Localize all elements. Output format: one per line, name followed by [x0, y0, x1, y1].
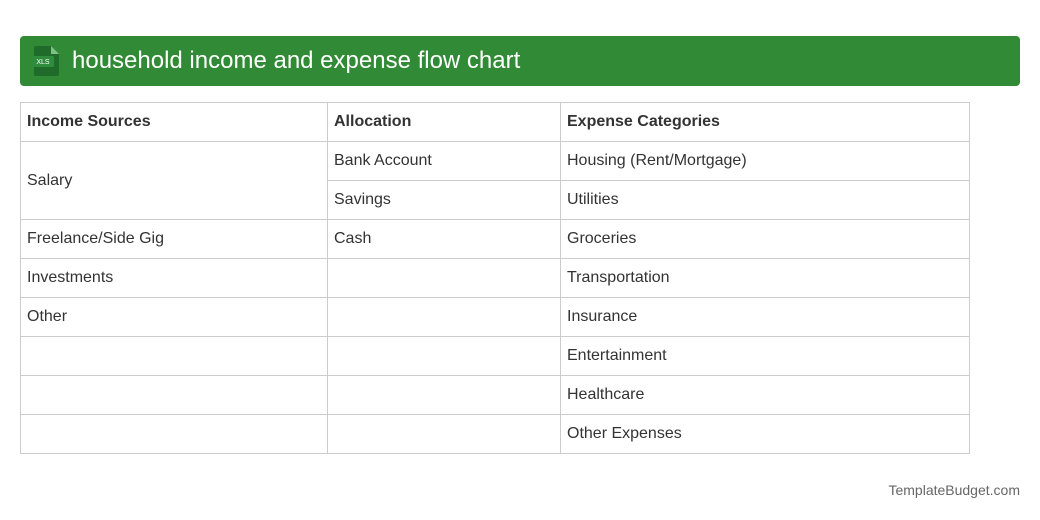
expense-cell: Insurance: [560, 297, 970, 337]
column-header: Income Sources: [20, 102, 328, 142]
flow-table: Income Sources Allocation Expense Catego…: [20, 102, 970, 454]
row: Other Insurance: [20, 297, 970, 337]
expense-cell: Other Expenses: [560, 414, 970, 454]
expense-cell: Healthcare: [560, 375, 970, 415]
empty-cell: [20, 414, 328, 454]
row: Freelance/Side Gig Cash Groceries: [20, 219, 970, 259]
allocation-cell: Bank Account: [327, 141, 561, 181]
icon-label: XLS: [36, 59, 50, 66]
column-header: Expense Categories: [560, 102, 970, 142]
row: Other Expenses: [20, 414, 970, 454]
allocation-cell: Savings: [327, 180, 561, 220]
empty-cell: [327, 336, 561, 376]
brand: TemplateBudget.com: [888, 482, 1020, 498]
income-cell: Other: [20, 297, 328, 337]
income-cell: Investments: [20, 258, 328, 298]
empty-cell: [327, 375, 561, 415]
row: Investments Transportation: [20, 258, 970, 298]
row: Salary Bank Account Housing (Rent/Mortga…: [20, 141, 970, 220]
income-cell: Salary: [20, 141, 328, 220]
empty-cell: [20, 375, 328, 415]
empty-cell: [20, 336, 328, 376]
empty-cell: [327, 297, 561, 337]
header-bar: XLS household income and expense flow ch…: [20, 36, 1020, 86]
income-cell: Freelance/Side Gig: [20, 219, 328, 259]
expense-cell: Entertainment: [560, 336, 970, 376]
allocation-cell: Cash: [327, 219, 561, 259]
expense-cell: Utilities: [560, 180, 970, 220]
empty-cell: [327, 414, 561, 454]
row: Savings Utilities: [21, 180, 970, 220]
row: Entertainment: [20, 336, 970, 376]
header-row: Income Sources Allocation Expense Catego…: [20, 102, 970, 142]
row: Healthcare: [20, 375, 970, 415]
empty-cell: [327, 258, 561, 298]
expense-cell: Transportation: [560, 258, 970, 298]
page-title: household income and expense flow chart: [72, 47, 521, 74]
xls-icon: XLS: [32, 46, 59, 76]
expense-cell: Housing (Rent/Mortgage): [560, 141, 970, 181]
expense-cell: Groceries: [560, 219, 970, 259]
column-header: Allocation: [327, 102, 561, 142]
